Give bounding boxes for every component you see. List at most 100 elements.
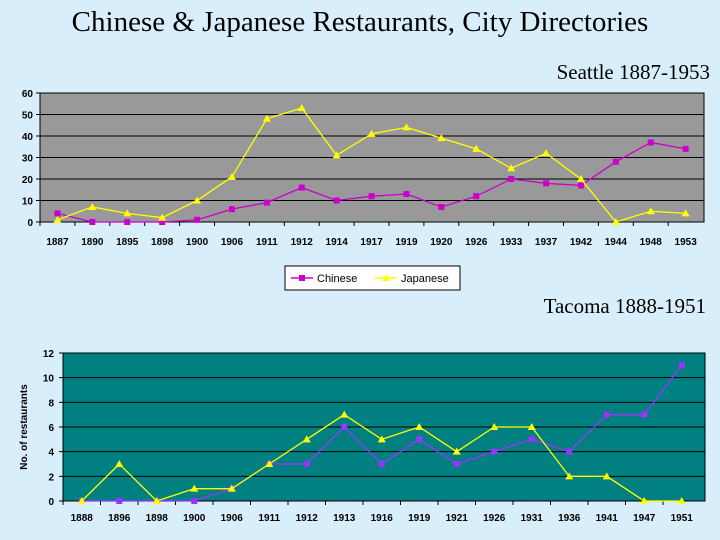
data-point-0 (54, 210, 61, 217)
x-tick-label: 1906 (221, 237, 244, 248)
data-point-0 (566, 448, 573, 455)
x-tick-label: 1926 (483, 513, 506, 524)
y-tick-label: 2 (48, 472, 54, 483)
data-point-0 (378, 461, 385, 467)
page-title: Chinese & Japanese Restaurants, City Dir… (71, 6, 649, 38)
y-tick-label: 8 (48, 398, 54, 409)
data-point-0 (603, 411, 610, 418)
data-point-1 (542, 149, 551, 157)
data-point-0 (612, 158, 619, 165)
y-tick-label: 30 (22, 154, 34, 165)
data-point-1 (367, 129, 376, 137)
x-tick-label: 1888 (71, 513, 94, 524)
y-axis-label: No. of restaurants (19, 384, 30, 470)
data-point-0 (159, 219, 166, 225)
data-point-1 (77, 497, 86, 504)
data-point-0 (577, 182, 584, 189)
data-point-1 (527, 423, 536, 430)
data-point-1 (158, 213, 167, 221)
data-point-1 (437, 134, 446, 142)
x-tick-label: 1912 (291, 237, 314, 248)
x-tick-label: 1937 (535, 237, 558, 248)
data-point-1 (452, 447, 461, 455)
seattle-chart: 0 10 20 30 40 50 60 1887 1890 1895 1898 1900 1906 191… (22, 89, 705, 291)
x-tick-label: 1944 (605, 237, 628, 248)
data-point-1 (123, 209, 132, 217)
data-point-0 (403, 191, 410, 198)
x-tick-label: 1917 (360, 237, 383, 248)
legend-label: Japanese (401, 273, 449, 285)
seattle-chart-subtitle: Seattle 1887-1953 (556, 60, 710, 84)
data-point-1 (227, 172, 236, 180)
data-point-0 (89, 219, 96, 225)
y-tick-label: 4 (48, 448, 54, 459)
data-point-0 (341, 424, 348, 430)
data-point-0 (528, 436, 535, 443)
x-tick-label: 1942 (570, 237, 593, 248)
data-point-1 (190, 484, 199, 492)
x-tick-label: 1920 (430, 237, 453, 248)
data-point-1 (565, 472, 574, 480)
x-tick-label: 1921 (446, 513, 469, 524)
data-point-1 (88, 202, 97, 210)
x-tick-label: 1906 (221, 513, 244, 524)
data-point-0 (438, 203, 445, 210)
y-tick-label: 6 (48, 423, 54, 434)
data-point-0 (678, 362, 685, 369)
x-tick-label: 1896 (108, 513, 131, 524)
x-tick-label: 1912 (296, 513, 319, 524)
data-point-0 (416, 436, 423, 443)
x-tick-label: 1919 (395, 237, 418, 248)
data-point-1 (297, 104, 306, 112)
x-tick-label: 1890 (81, 237, 104, 248)
data-point-0 (473, 193, 480, 200)
data-point-1 (490, 423, 499, 430)
x-tick-label: 1900 (186, 237, 209, 248)
data-point-0 (263, 199, 270, 206)
x-tick-label: 1887 (46, 237, 69, 248)
x-tick-label: 1926 (465, 237, 488, 248)
data-point-1 (377, 435, 386, 443)
data-point-1 (576, 175, 585, 182)
data-point-1 (340, 410, 349, 418)
legend-box (284, 265, 461, 291)
data-point-1 (646, 207, 655, 215)
legend-marker (299, 275, 305, 281)
data-point-1 (302, 435, 311, 443)
data-point-0 (194, 216, 201, 223)
data-point-1 (53, 215, 62, 223)
data-point-0 (298, 184, 305, 191)
data-point-0 (368, 193, 375, 200)
data-point-0 (641, 411, 648, 418)
data-point-1 (472, 144, 481, 152)
x-tick-label: 1953 (675, 237, 698, 248)
data-point-1 (640, 497, 649, 504)
y-tick-label: 40 (22, 132, 34, 143)
x-tick-label: 1895 (116, 237, 139, 248)
data-point-0 (116, 498, 123, 504)
data-point-1 (193, 196, 202, 204)
data-point-1 (611, 218, 620, 225)
y-tick-label: 10 (22, 197, 34, 208)
data-point-0 (453, 461, 460, 467)
y-tick-label: 20 (22, 175, 34, 186)
data-point-0 (191, 498, 198, 504)
data-point-1 (415, 423, 424, 430)
data-point-0 (333, 197, 340, 204)
data-point-0 (228, 206, 235, 213)
x-tick-label: 1948 (640, 237, 663, 248)
x-tick-label: 1947 (633, 513, 656, 524)
data-point-0 (682, 145, 689, 152)
data-point-1 (265, 460, 274, 467)
data-point-1 (507, 164, 516, 172)
x-tick-label: 1913 (333, 513, 356, 524)
data-point-1 (262, 114, 271, 122)
data-point-1 (402, 123, 411, 131)
y-tick-label: 0 (48, 497, 54, 508)
x-tick-label: 1916 (371, 513, 394, 524)
x-tick-label: 1900 (183, 513, 206, 524)
data-point-1 (227, 484, 236, 492)
data-point-1 (677, 497, 686, 504)
y-tick-label: 10 (43, 374, 55, 385)
data-point-0 (303, 461, 310, 467)
